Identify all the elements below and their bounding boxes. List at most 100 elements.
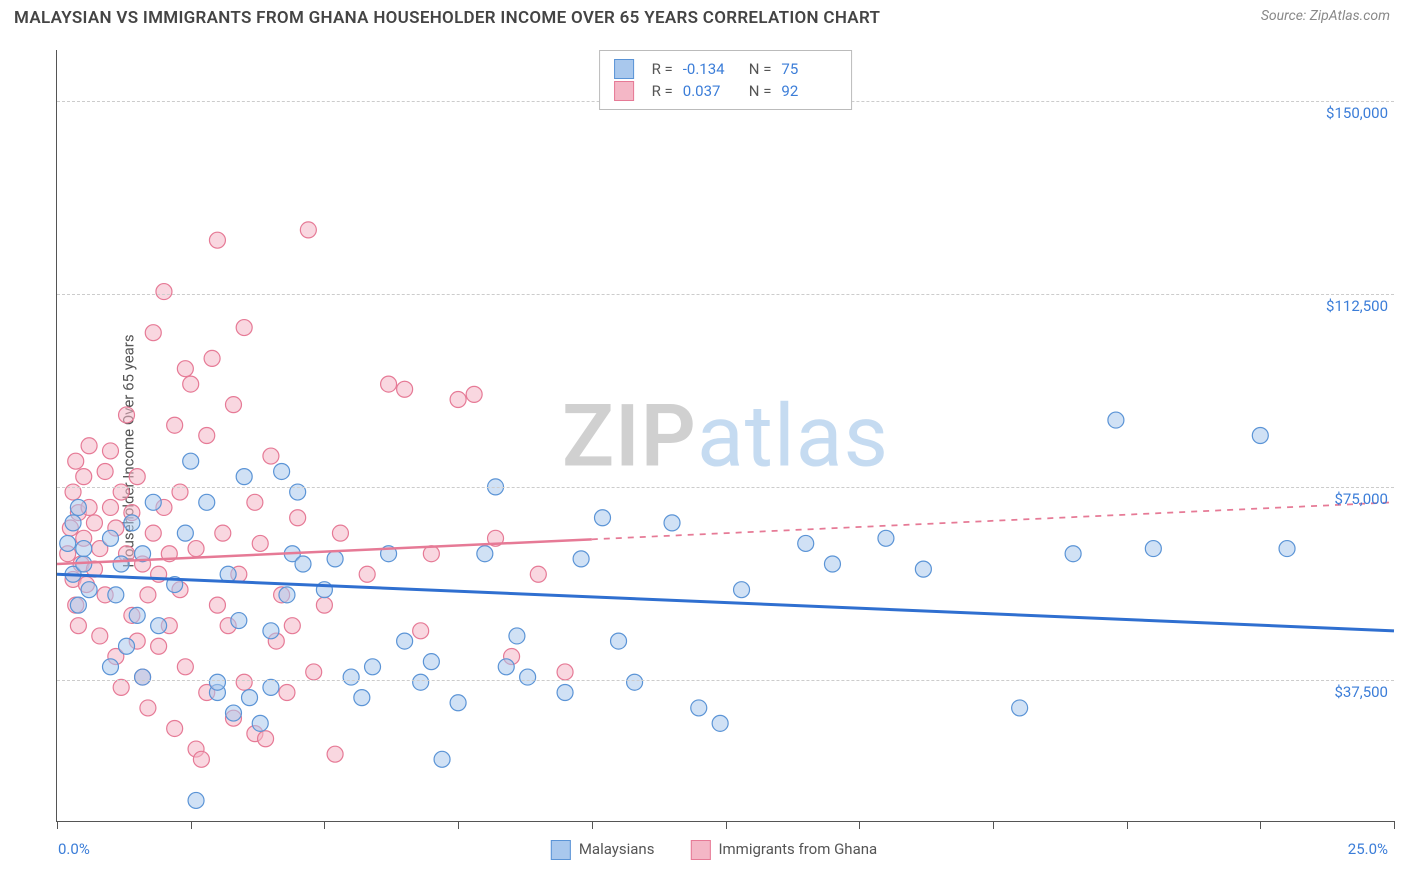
data-point <box>498 659 514 675</box>
y-tick-label: $75,000 <box>1334 490 1388 508</box>
data-point <box>327 551 343 567</box>
data-point <box>252 535 268 551</box>
data-point <box>1065 546 1081 562</box>
data-point <box>140 700 156 716</box>
data-point <box>76 469 92 485</box>
data-point <box>199 428 215 444</box>
data-point <box>231 613 247 629</box>
chart-container: Householder Income Over 65 years R = -0.… <box>34 40 1394 862</box>
data-point <box>712 715 728 731</box>
data-point <box>215 525 231 541</box>
data-point <box>81 438 97 454</box>
data-point <box>413 623 429 639</box>
chart-title: MALAYSIAN VS IMMIGRANTS FROM GHANA HOUSE… <box>14 8 880 28</box>
data-point <box>236 320 252 336</box>
data-point <box>140 587 156 603</box>
data-point <box>236 469 252 485</box>
gridline <box>57 487 1394 488</box>
data-point <box>209 232 225 248</box>
data-point <box>530 566 546 582</box>
data-point <box>258 731 274 747</box>
data-point <box>557 685 573 701</box>
x-tick <box>1260 821 1261 829</box>
legend-r-label: R = <box>652 82 673 100</box>
data-point <box>119 638 135 654</box>
data-point <box>397 633 413 649</box>
data-point <box>70 618 86 634</box>
data-point <box>124 515 140 531</box>
data-point <box>295 556 311 572</box>
data-point <box>434 751 450 767</box>
data-point <box>627 674 643 690</box>
data-point <box>65 515 81 531</box>
data-point <box>691 700 707 716</box>
data-point <box>477 546 493 562</box>
x-tick <box>859 821 860 829</box>
swatch-ghana <box>690 840 710 860</box>
data-point <box>167 417 183 433</box>
data-point <box>183 453 199 469</box>
data-point <box>209 597 225 613</box>
data-point <box>70 597 86 613</box>
x-tick <box>324 821 325 829</box>
legend-n-label: N = <box>749 60 772 78</box>
data-point <box>290 510 306 526</box>
data-point <box>878 530 894 546</box>
data-point <box>1145 541 1161 557</box>
data-point <box>188 792 204 808</box>
x-axis-min-label: 0.0% <box>58 840 90 858</box>
data-point <box>129 469 145 485</box>
data-point <box>60 535 76 551</box>
data-point <box>97 463 113 479</box>
data-point <box>284 618 300 634</box>
data-point <box>108 587 124 603</box>
swatch-malaysians <box>551 840 571 860</box>
data-point <box>279 587 295 603</box>
data-point <box>156 284 172 300</box>
data-point <box>129 607 145 623</box>
data-point <box>1108 412 1124 428</box>
data-point <box>193 751 209 767</box>
series-legend: Malaysians Immigrants from Ghana <box>551 840 877 860</box>
data-point <box>145 325 161 341</box>
data-point <box>188 541 204 557</box>
x-tick <box>1127 821 1128 829</box>
data-point <box>1252 428 1268 444</box>
data-point <box>279 685 295 701</box>
data-point <box>450 392 466 408</box>
data-point <box>798 535 814 551</box>
data-point <box>332 525 348 541</box>
trend-line-extrapolated <box>592 502 1394 539</box>
scatter-svg <box>57 50 1394 821</box>
x-tick <box>1394 821 1395 829</box>
data-point <box>119 407 135 423</box>
y-tick-label: $150,000 <box>1326 104 1388 122</box>
data-point <box>450 695 466 711</box>
data-point <box>177 525 193 541</box>
data-point <box>1279 541 1295 557</box>
data-point <box>327 746 343 762</box>
legend-n-value-0: 75 <box>781 60 837 78</box>
data-point <box>573 551 589 567</box>
gridline <box>57 680 1394 681</box>
data-point <box>225 397 241 413</box>
data-point <box>242 690 258 706</box>
legend-label-1: Immigrants from Ghana <box>718 840 877 858</box>
data-point <box>734 582 750 598</box>
data-point <box>68 453 84 469</box>
data-point <box>183 376 199 392</box>
data-point <box>381 376 397 392</box>
data-point <box>594 510 610 526</box>
data-point <box>306 664 322 680</box>
x-tick <box>592 821 593 829</box>
data-point <box>167 720 183 736</box>
legend-r-value-0: -0.134 <box>683 60 739 78</box>
legend-r-value-1: 0.037 <box>683 82 739 100</box>
data-point <box>177 659 193 675</box>
data-point <box>413 674 429 690</box>
data-point <box>466 386 482 402</box>
legend-item-malaysians: Malaysians <box>551 840 655 860</box>
data-point <box>102 443 118 459</box>
data-point <box>113 679 129 695</box>
data-point <box>300 222 316 238</box>
